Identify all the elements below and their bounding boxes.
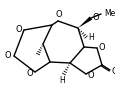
Text: H: H: [59, 76, 64, 85]
Text: H: H: [87, 33, 93, 43]
Polygon shape: [77, 16, 91, 28]
Text: O: O: [111, 66, 115, 75]
Text: O: O: [92, 13, 99, 22]
Text: O: O: [87, 70, 94, 80]
Text: Me: Me: [103, 8, 114, 17]
Text: O: O: [98, 43, 105, 52]
Text: O: O: [26, 68, 33, 77]
Text: O: O: [4, 52, 11, 61]
Text: O: O: [55, 10, 62, 19]
Text: O: O: [15, 24, 22, 33]
